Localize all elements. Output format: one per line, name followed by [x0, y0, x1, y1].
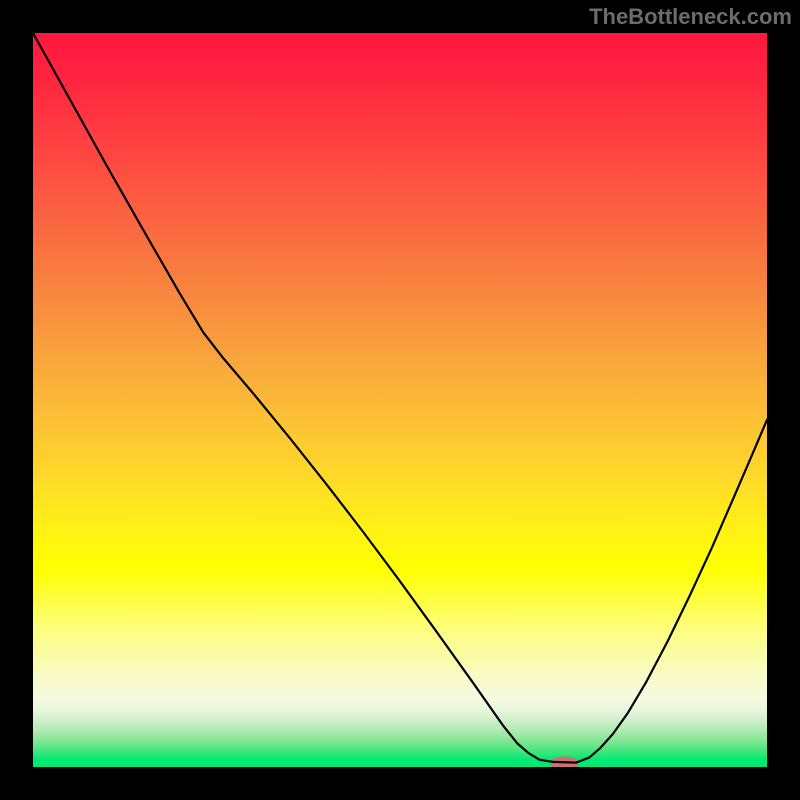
bottleneck-chart [33, 33, 767, 767]
chart-root: { "watermark": { "text": "TheBottleneck.… [0, 0, 800, 800]
chart-background [33, 33, 767, 767]
watermark-text: TheBottleneck.com [589, 4, 792, 30]
